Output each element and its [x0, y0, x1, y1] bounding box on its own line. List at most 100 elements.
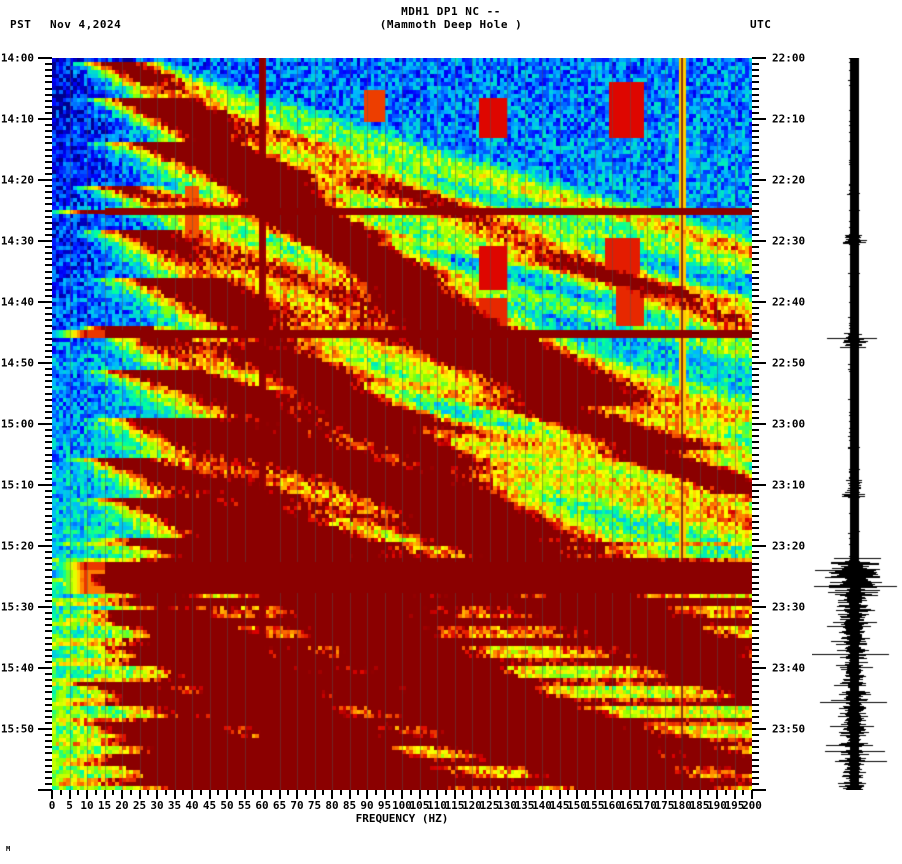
- freq-tick-major: [681, 790, 683, 799]
- time-tick-minor: [752, 185, 759, 188]
- time-tick-minor: [752, 398, 759, 401]
- freq-tick-major: [523, 790, 526, 799]
- freq-label: 25: [132, 799, 147, 812]
- time-tick-major: [752, 667, 766, 669]
- freq-tick-major: [348, 790, 351, 799]
- time-tick-minor: [752, 349, 759, 352]
- freq-tick-major: [278, 790, 281, 799]
- freq-tick-minor: [584, 790, 587, 795]
- station-title: MDH1 DP1 NC --: [401, 5, 501, 18]
- time-tick-minor: [752, 319, 759, 322]
- time-tick-minor: [45, 776, 52, 779]
- freq-label: 105: [409, 799, 430, 812]
- freq-tick-major: [698, 790, 701, 799]
- time-tick-minor: [752, 429, 759, 432]
- time-tick-major: [38, 362, 52, 364]
- time-tick-major: [38, 606, 52, 608]
- time-tick-minor: [45, 154, 52, 157]
- time-tick-minor: [752, 337, 759, 340]
- time-tick-minor: [45, 471, 52, 474]
- time-tick-minor: [752, 197, 759, 200]
- time-label-utc: 23:30: [772, 600, 806, 614]
- freq-label: 100: [392, 799, 412, 812]
- time-tick-minor: [752, 618, 759, 621]
- freq-label: 5: [66, 799, 73, 812]
- time-tick-minor: [752, 532, 759, 535]
- time-tick-minor: [752, 221, 759, 224]
- time-tick-minor: [752, 721, 759, 724]
- time-tick-minor: [752, 557, 759, 560]
- freq-tick-minor: [112, 790, 115, 795]
- time-tick-minor: [45, 215, 52, 218]
- time-tick-major: [752, 728, 766, 730]
- freq-tick-major: [733, 790, 736, 799]
- freq-label: 15: [97, 799, 112, 812]
- time-tick-minor: [45, 172, 52, 175]
- time-label-utc: 22:10: [772, 112, 806, 126]
- spectrogram-plot[interactable]: [52, 58, 752, 790]
- time-tick-minor: [45, 233, 52, 236]
- time-label-pst: 15:30: [0, 600, 34, 614]
- time-tick-minor: [45, 715, 52, 718]
- time-tick-minor: [45, 563, 52, 566]
- freq-tick-minor: [497, 790, 500, 795]
- freq-label: 50: [220, 799, 234, 812]
- time-tick-minor: [45, 294, 52, 297]
- time-tick-minor: [45, 660, 52, 663]
- time-tick-minor: [752, 325, 759, 328]
- time-tick-minor: [752, 93, 759, 96]
- time-tick-minor: [752, 160, 759, 163]
- time-tick-minor: [45, 63, 52, 66]
- time-tick-minor: [752, 642, 759, 645]
- time-tick-minor: [752, 685, 759, 688]
- time-tick-major: [752, 484, 766, 486]
- freq-tick-major: [541, 790, 543, 799]
- seismogram-canvas: [812, 58, 898, 790]
- time-tick-minor: [45, 691, 52, 694]
- time-tick-minor: [752, 636, 759, 639]
- time-tick-minor: [45, 288, 52, 291]
- time-tick-minor: [45, 538, 52, 541]
- time-tick-minor: [752, 111, 759, 114]
- freq-label: 45: [202, 799, 217, 812]
- time-tick-minor: [752, 374, 759, 377]
- time-tick-minor: [752, 215, 759, 218]
- time-tick-minor: [752, 264, 759, 267]
- time-tick-minor: [752, 624, 759, 627]
- time-label-pst: 14:50: [0, 356, 34, 370]
- time-tick-major: [38, 667, 52, 669]
- freq-tick-major: [121, 790, 123, 799]
- freq-tick-major: [576, 790, 578, 799]
- freq-tick-minor: [672, 790, 675, 795]
- freq-tick-major: [331, 790, 333, 799]
- time-tick-minor: [45, 166, 52, 169]
- time-tick-minor: [752, 502, 759, 505]
- corner-mark: M: [6, 845, 11, 853]
- freq-label: 85: [342, 799, 357, 812]
- freq-tick-minor: [234, 790, 237, 795]
- freq-tick-major: [383, 790, 386, 799]
- freq-label: 80: [325, 799, 339, 812]
- time-tick-major: [752, 606, 766, 608]
- time-label-utc: 22:50: [772, 356, 806, 370]
- time-tick-minor: [45, 185, 52, 188]
- time-tick-minor: [45, 349, 52, 352]
- time-tick-minor: [752, 331, 759, 334]
- time-tick-minor: [45, 752, 52, 755]
- time-tick-minor: [752, 148, 759, 151]
- time-tick-minor: [752, 142, 759, 145]
- time-tick-minor: [45, 191, 52, 194]
- time-tick-minor: [45, 319, 52, 322]
- freq-label: 10: [80, 799, 94, 812]
- time-tick-major: [38, 57, 52, 59]
- freq-tick-minor: [304, 790, 307, 795]
- time-tick-minor: [752, 703, 759, 706]
- freq-tick-minor: [217, 790, 220, 795]
- time-tick-major: [752, 545, 766, 547]
- time-tick-minor: [45, 197, 52, 200]
- freq-tick-minor: [94, 790, 97, 795]
- freq-tick-major: [226, 790, 228, 799]
- freq-tick-minor: [129, 790, 132, 795]
- freq-tick-minor: [269, 790, 272, 795]
- freq-tick-major: [173, 790, 176, 799]
